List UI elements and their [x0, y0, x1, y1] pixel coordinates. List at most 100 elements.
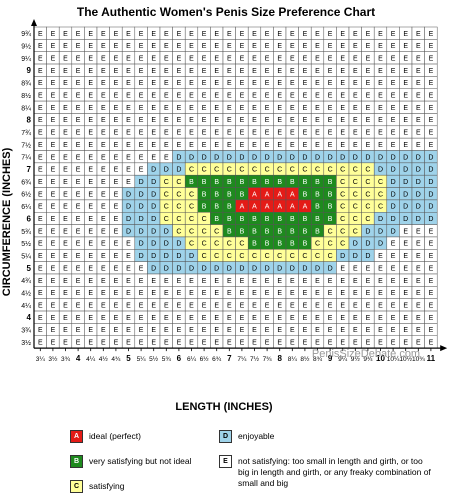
heatmap-cell-label: E [227, 315, 232, 322]
heatmap-cell-label: E [366, 43, 371, 50]
y-tick-label: 8 [27, 116, 32, 125]
heatmap-cell-label: B [240, 191, 245, 198]
heatmap-cell-label: E [227, 130, 232, 137]
heatmap-cell-label: E [340, 93, 345, 100]
heatmap-cell-label: E [303, 290, 308, 297]
heatmap-cell-label: E [265, 278, 270, 285]
heatmap-cell-label: E [290, 340, 295, 347]
heatmap-cell-label: E [429, 142, 434, 149]
heatmap-cell-label: E [214, 105, 219, 112]
heatmap-cell-label: E [126, 80, 131, 87]
heatmap-cell-label: C [353, 191, 358, 198]
heatmap-cell-label: E [38, 179, 43, 186]
heatmap-cell-label: B [214, 179, 219, 186]
heatmap-cell-label: E [416, 290, 421, 297]
heatmap-cell-label: E [328, 142, 333, 149]
heatmap-cell-label: E [114, 216, 119, 223]
heatmap-cell-label: E [202, 278, 207, 285]
heatmap-cell-label: E [76, 31, 81, 38]
heatmap-cell-label: E [88, 68, 93, 75]
heatmap-cell-label: E [277, 290, 282, 297]
heatmap-cell-label: E [328, 68, 333, 75]
heatmap-cell-label: E [340, 130, 345, 137]
watermark: PenisSizeDebate.com [312, 348, 420, 360]
heatmap-cell-label: E [126, 278, 131, 285]
heatmap-cell-label: E [63, 327, 68, 334]
heatmap-cell-label: E [391, 241, 396, 248]
heatmap-cell-label: E [76, 265, 81, 272]
heatmap-cell-label: E [265, 31, 270, 38]
heatmap-cell-label: E [240, 55, 245, 62]
heatmap-cell-label: E [164, 117, 169, 124]
x-tick-label: 10¾ [412, 356, 425, 363]
heatmap-cell-label: E [177, 340, 182, 347]
heatmap-cell-label: E [76, 253, 81, 260]
heatmap-cell-label: E [416, 43, 421, 50]
heatmap-cell-label: E [353, 290, 358, 297]
heatmap-cell-label: E [164, 55, 169, 62]
heatmap-cell-label: E [315, 340, 320, 347]
heatmap-cell-label: E [240, 340, 245, 347]
x-tick-label: 6¼ [187, 356, 197, 363]
heatmap-cell-label: E [416, 228, 421, 235]
heatmap-cell-label: E [416, 130, 421, 137]
heatmap-cell-label: E [403, 55, 408, 62]
heatmap-cell-label: E [189, 55, 194, 62]
heatmap-cell-label: E [202, 327, 207, 334]
heatmap-cell-label: E [328, 315, 333, 322]
x-tick-label: 6¾ [212, 356, 222, 363]
heatmap-cell-label: E [429, 130, 434, 137]
heatmap-cell-label: E [214, 340, 219, 347]
heatmap-cell-label: E [429, 290, 434, 297]
heatmap-cell-label: D [252, 154, 257, 161]
heatmap-cell-label: E [378, 130, 383, 137]
heatmap-cell-label: C [189, 204, 194, 211]
heatmap-cell-label: C [328, 241, 333, 248]
heatmap-cell-label: E [151, 315, 156, 322]
heatmap-cell-label: E [265, 93, 270, 100]
heatmap-cell-label: E [353, 130, 358, 137]
x-tick-label: 5¾ [162, 356, 172, 363]
heatmap-cell-label: E [240, 302, 245, 309]
heatmap-cell-label: E [366, 68, 371, 75]
heatmap-cell-label: E [202, 43, 207, 50]
heatmap-cell-label: E [391, 302, 396, 309]
heatmap-cell-label: E [114, 278, 119, 285]
heatmap-cell-label: E [328, 55, 333, 62]
heatmap-cell-label: E [227, 43, 232, 50]
heatmap-cell-label: D [365, 253, 370, 260]
heatmap-cell-label: E [378, 68, 383, 75]
heatmap-cell-label: E [114, 130, 119, 137]
heatmap-cell-label: E [126, 340, 131, 347]
heatmap-cell-label: B [328, 179, 333, 186]
heatmap-cell-label: C [227, 167, 232, 174]
y-tick-label: 7½ [21, 141, 31, 149]
heatmap-cell-label: D [164, 253, 169, 260]
heatmap-cell-label: E [126, 43, 131, 50]
heatmap-cell-label: B [315, 204, 320, 211]
heatmap-cell-label: E [177, 302, 182, 309]
heatmap-cell-label: B [202, 179, 207, 186]
heatmap-cell-label: E [303, 142, 308, 149]
heatmap-cell-label: D [202, 265, 207, 272]
heatmap-cell-label: E [88, 55, 93, 62]
heatmap-cell-label: E [416, 315, 421, 322]
heatmap-cell-label: E [164, 43, 169, 50]
x-tick-label: 5½ [149, 355, 159, 363]
heatmap-cell-label: E [353, 117, 358, 124]
heatmap-cell-label: E [51, 253, 56, 260]
heatmap-cell-label: B [202, 204, 207, 211]
heatmap-cell-label: E [101, 154, 106, 161]
heatmap-cell-label: C [340, 228, 345, 235]
heatmap-cell-label: D [164, 228, 169, 235]
heatmap-cell-label: C [277, 167, 282, 174]
heatmap-cell-label: D [403, 216, 408, 223]
heatmap-cell-label: E [366, 315, 371, 322]
heatmap-cell-label: E [126, 130, 131, 137]
heatmap-cell-label: E [227, 290, 232, 297]
heatmap-cell-label: E [76, 55, 81, 62]
heatmap-cell-label: E [252, 142, 257, 149]
heatmap-cell-label: E [416, 278, 421, 285]
heatmap-cell-label: E [177, 278, 182, 285]
heatmap-cell-label: B [214, 216, 219, 223]
